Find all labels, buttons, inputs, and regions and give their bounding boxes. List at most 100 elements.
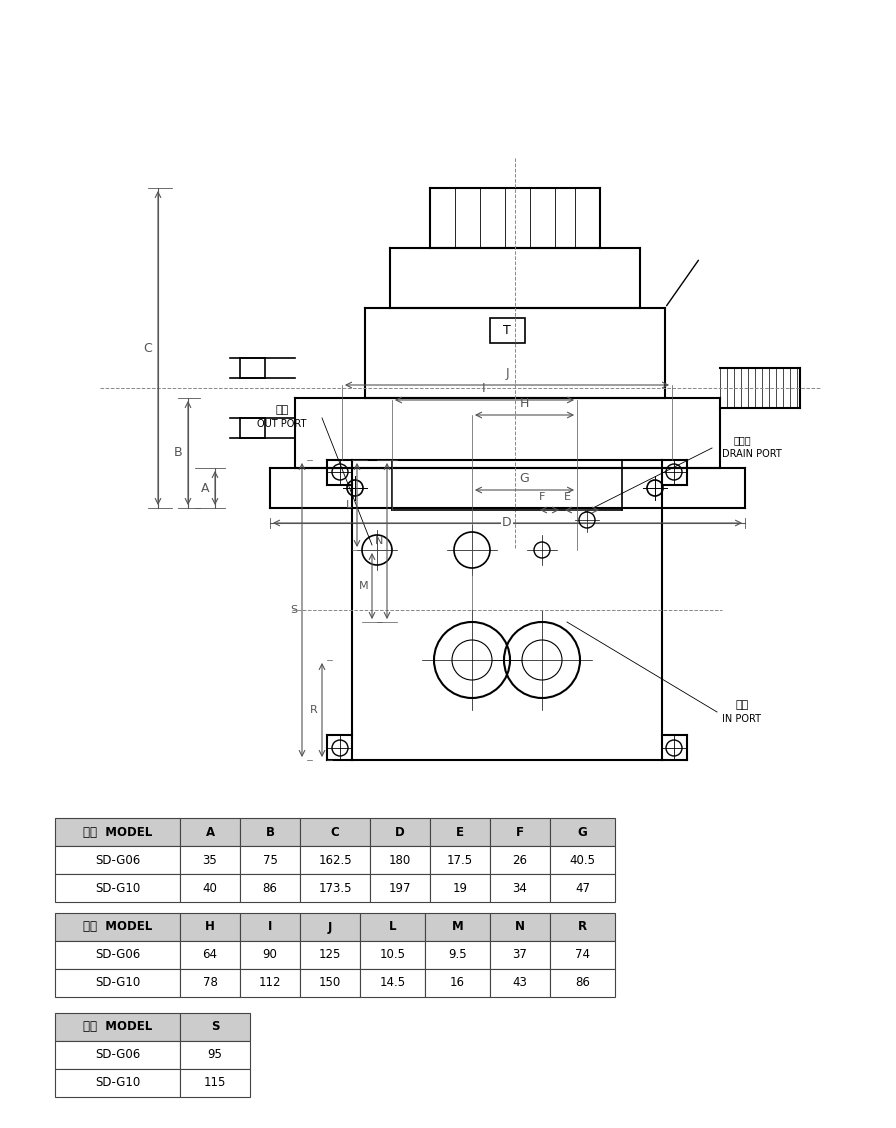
Bar bbox=[490, 818, 550, 846]
Bar bbox=[180, 846, 240, 874]
Text: B: B bbox=[174, 447, 182, 459]
Bar bbox=[55, 818, 180, 846]
Text: E: E bbox=[456, 826, 464, 838]
Text: M: M bbox=[452, 920, 463, 934]
Bar bbox=[180, 969, 240, 997]
Bar bbox=[430, 846, 490, 874]
Bar bbox=[55, 846, 180, 874]
Bar bbox=[300, 941, 360, 969]
Text: 86: 86 bbox=[575, 977, 590, 989]
Bar bbox=[550, 941, 615, 969]
Bar bbox=[55, 969, 180, 997]
Bar bbox=[180, 913, 240, 941]
Bar bbox=[180, 874, 240, 902]
Text: 173.5: 173.5 bbox=[318, 881, 352, 895]
Text: 162.5: 162.5 bbox=[318, 854, 352, 866]
Text: A: A bbox=[201, 482, 210, 494]
Text: 型式  MODEL: 型式 MODEL bbox=[82, 1021, 152, 1033]
Bar bbox=[360, 969, 425, 997]
Text: SD-G10: SD-G10 bbox=[95, 977, 140, 989]
Bar bbox=[55, 941, 180, 969]
Bar bbox=[370, 846, 430, 874]
Text: F: F bbox=[538, 492, 545, 502]
Text: 入口: 入口 bbox=[736, 700, 749, 710]
Text: I: I bbox=[482, 382, 486, 395]
Text: M: M bbox=[359, 581, 369, 591]
Bar bbox=[490, 318, 525, 343]
Bar bbox=[180, 1013, 250, 1041]
Bar bbox=[300, 818, 370, 846]
Text: H: H bbox=[520, 397, 529, 409]
Text: A: A bbox=[205, 826, 214, 838]
Bar bbox=[55, 913, 180, 941]
Text: C: C bbox=[143, 342, 152, 354]
Text: 16: 16 bbox=[450, 977, 465, 989]
Text: 197: 197 bbox=[389, 881, 411, 895]
Bar bbox=[240, 913, 300, 941]
Text: 40.5: 40.5 bbox=[570, 854, 596, 866]
Text: 34: 34 bbox=[513, 881, 528, 895]
Bar bbox=[55, 1069, 180, 1098]
Text: 125: 125 bbox=[319, 949, 341, 961]
Text: 64: 64 bbox=[202, 949, 218, 961]
Bar bbox=[300, 913, 360, 941]
Text: 78: 78 bbox=[202, 977, 218, 989]
Text: 17.5: 17.5 bbox=[447, 854, 473, 866]
Text: SD-G06: SD-G06 bbox=[95, 854, 140, 866]
Text: G: G bbox=[519, 472, 529, 485]
Bar bbox=[180, 1041, 250, 1069]
Text: SD-G06: SD-G06 bbox=[95, 1049, 140, 1061]
Bar bbox=[550, 846, 615, 874]
Text: 14.5: 14.5 bbox=[379, 977, 406, 989]
Text: S: S bbox=[211, 1021, 220, 1033]
Bar bbox=[490, 969, 550, 997]
Text: SD-G06: SD-G06 bbox=[95, 949, 140, 961]
Text: L: L bbox=[389, 920, 396, 934]
Text: 74: 74 bbox=[575, 949, 590, 961]
Text: B: B bbox=[265, 826, 274, 838]
Text: SD-G10: SD-G10 bbox=[95, 1076, 140, 1090]
Bar bbox=[180, 941, 240, 969]
Bar bbox=[425, 941, 490, 969]
Text: I: I bbox=[268, 920, 272, 934]
Bar bbox=[240, 846, 300, 874]
Bar bbox=[490, 846, 550, 874]
Bar bbox=[300, 846, 370, 874]
Text: 浅流口: 浅流口 bbox=[733, 435, 751, 446]
Text: J: J bbox=[505, 367, 509, 380]
Text: F: F bbox=[516, 826, 524, 838]
Bar bbox=[55, 1041, 180, 1069]
Text: N: N bbox=[375, 536, 383, 546]
Text: L: L bbox=[346, 500, 352, 510]
Bar bbox=[240, 941, 300, 969]
Bar bbox=[180, 1069, 250, 1098]
Bar bbox=[425, 913, 490, 941]
Text: G: G bbox=[578, 826, 588, 838]
Bar bbox=[55, 1013, 180, 1041]
Bar bbox=[425, 969, 490, 997]
Bar bbox=[360, 941, 425, 969]
Text: 40: 40 bbox=[202, 881, 218, 895]
Text: 115: 115 bbox=[203, 1076, 226, 1090]
Text: 180: 180 bbox=[389, 854, 411, 866]
Bar bbox=[490, 874, 550, 902]
Text: R: R bbox=[578, 920, 587, 934]
Bar bbox=[300, 969, 360, 997]
Text: 86: 86 bbox=[263, 881, 278, 895]
Bar bbox=[490, 913, 550, 941]
Text: 型式  MODEL: 型式 MODEL bbox=[82, 920, 152, 934]
Text: 150: 150 bbox=[319, 977, 341, 989]
Bar bbox=[55, 874, 180, 902]
Text: N: N bbox=[515, 920, 525, 934]
Text: IN PORT: IN PORT bbox=[722, 714, 762, 724]
Bar bbox=[300, 874, 370, 902]
Bar bbox=[240, 969, 300, 997]
Bar bbox=[180, 818, 240, 846]
Text: OUT PORT: OUT PORT bbox=[257, 418, 306, 429]
Text: C: C bbox=[331, 826, 340, 838]
Text: D: D bbox=[395, 826, 405, 838]
Text: E: E bbox=[564, 492, 571, 502]
Text: SD-G10: SD-G10 bbox=[95, 881, 140, 895]
Text: DRAIN PORT: DRAIN PORT bbox=[722, 449, 782, 459]
Bar bbox=[430, 874, 490, 902]
